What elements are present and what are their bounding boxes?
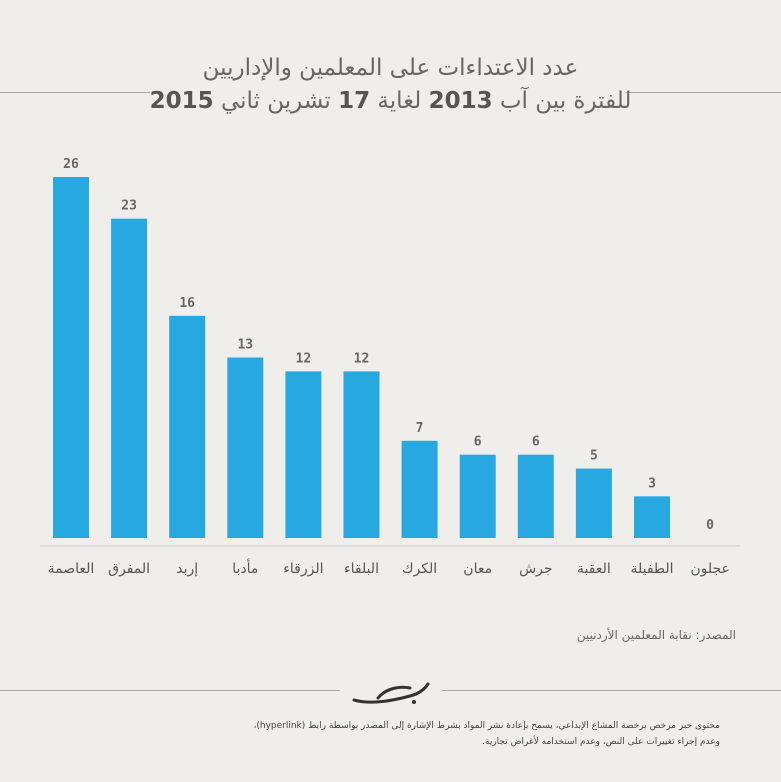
value-label-2: 16	[179, 296, 195, 311]
bars-group: 26 العاصمة 23 المفرق 16 إربد 13 مأدبا 12 الزرقاء 1…	[48, 157, 730, 577]
footer-rule-left	[0, 690, 340, 691]
license-line1: محتوى حبر مرخص برخصة المشاع الإبداعي، يس…	[253, 721, 720, 731]
category-label-11: عجلون	[690, 561, 730, 577]
chart-title-line2: للفترة بين آب 2013 لغاية 17 تشرين ثاني 2…	[0, 84, 781, 118]
bar-6	[401, 440, 438, 538]
bar-9	[575, 468, 612, 538]
source-note: المصدر: نقابة المعلمين الأردنيين	[576, 628, 736, 642]
title-day: 17	[338, 88, 371, 114]
category-label-2: إربد	[176, 561, 198, 577]
bar-1	[111, 218, 148, 538]
bar-5	[343, 371, 380, 538]
value-label-4: 12	[296, 351, 312, 366]
category-label-9: العقبة	[577, 561, 611, 577]
value-label-9: 5	[590, 449, 598, 464]
value-label-7: 6	[474, 435, 482, 450]
chart-title-line1: عدد الاعتداءات على المعلمين والإداريين	[202, 55, 579, 81]
bar-7	[459, 454, 496, 538]
value-label-1: 23	[121, 199, 137, 214]
value-label-11: 0	[706, 518, 714, 533]
category-label-10: الطفيلة	[630, 561, 673, 577]
category-label-6: الكرك	[402, 561, 437, 577]
license-footer: محتوى حبر مرخص برخصة المشاع الإبداعي، يس…	[120, 718, 720, 750]
bar-chart: 26 العاصمة 23 المفرق 16 إربد 13 مأدبا 12 الزرقاء 1…	[40, 157, 740, 577]
bar-8	[517, 454, 554, 538]
footer-rule-right	[442, 690, 781, 691]
category-label-7: معان	[463, 561, 492, 577]
title-part: لغاية	[370, 88, 429, 114]
bar-4	[285, 371, 322, 538]
bar-3	[227, 357, 264, 538]
title-year-start: 2013	[428, 88, 493, 114]
category-label-1: المفرق	[108, 561, 150, 577]
title-part: تشرين ثاني	[213, 88, 339, 114]
category-label-8: جرش	[519, 561, 552, 577]
bar-2	[169, 315, 206, 538]
title-part: للفترة بين آب	[492, 88, 632, 114]
category-label-0: العاصمة	[48, 561, 95, 577]
value-label-6: 7	[416, 421, 424, 436]
category-label-3: مأدبا	[232, 558, 258, 577]
title-rule-right	[626, 92, 781, 93]
value-label-10: 3	[648, 476, 656, 491]
value-label-8: 6	[532, 435, 540, 450]
chart-title: عدد الاعتداءات على المعلمين والإداريين ل…	[0, 52, 781, 118]
value-label-3: 13	[237, 338, 253, 353]
title-year-end: 2015	[149, 88, 214, 114]
value-label-0: 26	[63, 157, 79, 172]
bar-10	[634, 496, 670, 538]
category-label-4: الزرقاء	[283, 561, 323, 577]
7iber-logo-icon	[352, 682, 430, 704]
value-label-5: 12	[354, 351, 370, 366]
bar-0	[53, 177, 89, 538]
license-line2: وعدم إجراء تغييرات على النص، وعدم استخدا…	[482, 737, 720, 747]
category-label-5: البلقاء	[344, 561, 379, 577]
title-rule-left	[0, 92, 150, 93]
